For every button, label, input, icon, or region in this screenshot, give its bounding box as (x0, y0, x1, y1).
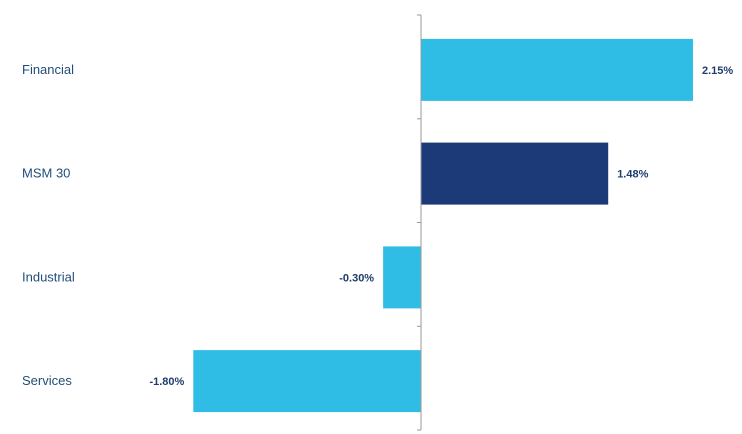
value-label-financial: 2.15% (702, 65, 733, 77)
bars-layer (193, 39, 693, 412)
category-label-financial: Financial (22, 62, 74, 77)
bar-services (193, 350, 421, 412)
bar-financial (421, 39, 693, 101)
bar-msm-30 (421, 143, 608, 205)
category-label-services: Services (22, 373, 72, 388)
value-label-services: -1.80% (149, 376, 184, 388)
category-label-msm-30: MSM 30 (22, 166, 70, 181)
category-label-industrial: Industrial (22, 269, 75, 284)
category-labels: Financial MSM 30 Industrial Services (22, 62, 75, 388)
value-label-industrial: -0.30% (339, 272, 374, 284)
value-label-msm-30: 1.48% (617, 169, 648, 181)
bar-industrial (383, 246, 421, 308)
value-labels: 2.15% 1.48% -0.30% -1.80% (149, 65, 733, 388)
